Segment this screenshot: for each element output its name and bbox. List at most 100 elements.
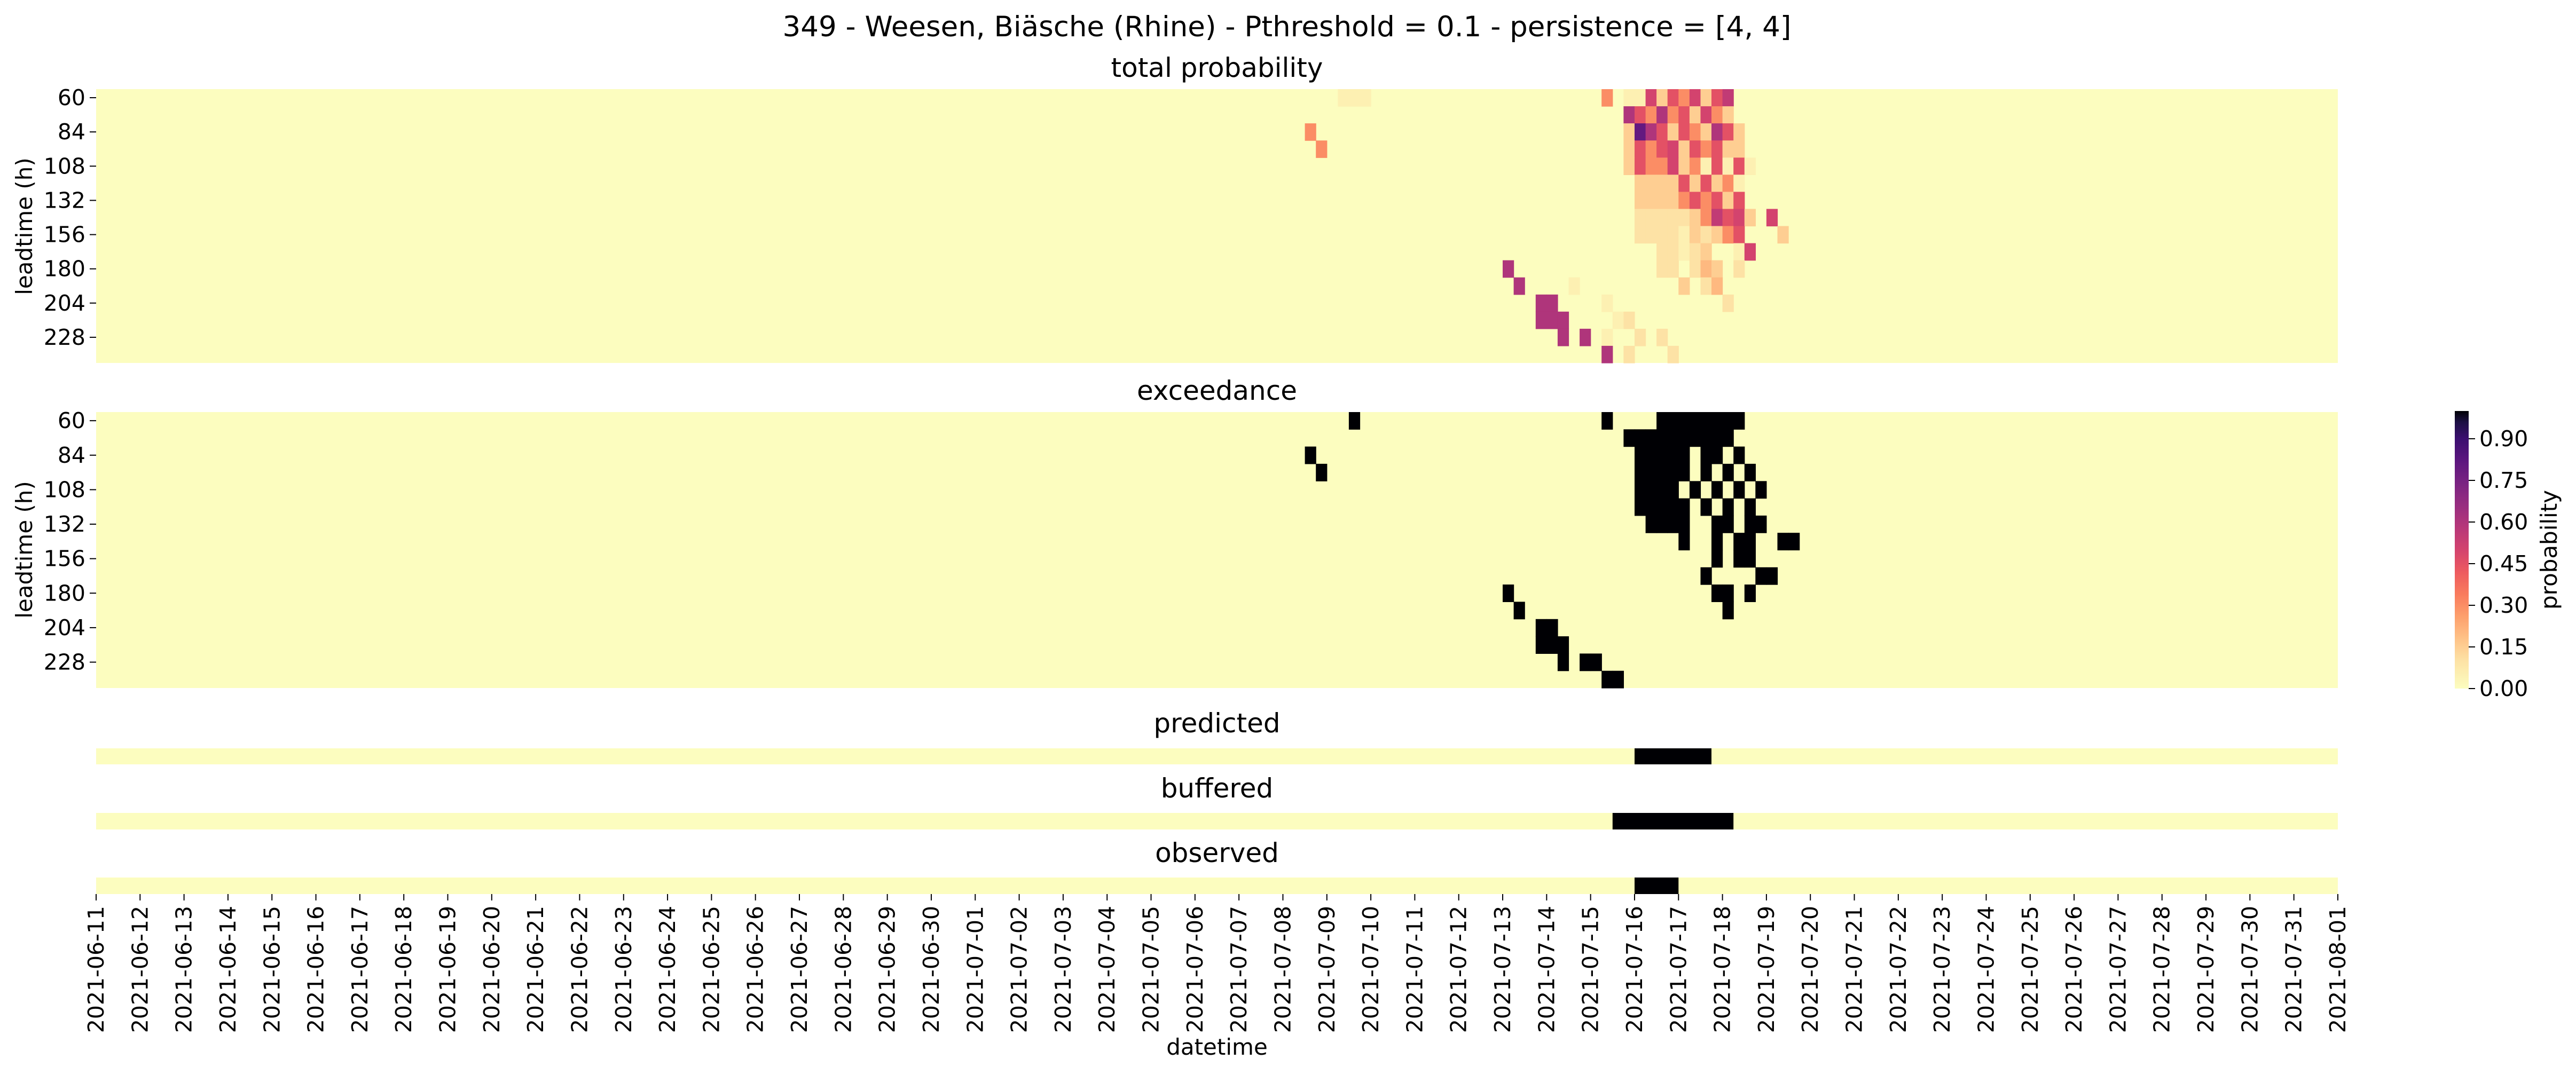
x-tick-label: 2021-07-06 [1182, 906, 1208, 1033]
x-tick-label: 2021-06-28 [830, 906, 856, 1033]
heatmap-cell [1580, 328, 1591, 346]
heatmap-cell [1667, 123, 1679, 141]
heatmap-cell [1645, 192, 1657, 210]
heatmap-cell [1635, 446, 1646, 464]
heatmap-cell [1667, 106, 1679, 124]
heatmap-cell [1777, 226, 1789, 244]
heatmap-cell [1667, 175, 1679, 192]
y-tick-label: 156 [44, 546, 85, 572]
heatmap-cell [1689, 106, 1701, 124]
heatmap-cell [1546, 619, 1558, 637]
heatmap-cell [1700, 89, 1712, 107]
heatmap-cell [1645, 429, 1657, 447]
heatmap-cell [1678, 412, 1690, 430]
observed-strip: observed [96, 837, 2338, 894]
heatmap-cell [1755, 481, 1767, 499]
heatmap-cell [1656, 260, 1668, 278]
x-tick-label: 2021-07-20 [1797, 906, 1823, 1033]
y-tick-label: 204 [44, 290, 85, 316]
x-tick-label: 2021-07-11 [1402, 906, 1427, 1033]
heatmap-cell [1678, 463, 1690, 481]
heatmap-cell [1722, 89, 1734, 107]
heatmap-cell [1678, 89, 1690, 107]
heatmap-cell [1678, 515, 1690, 533]
x-tick-label: 2021-06-29 [875, 906, 900, 1033]
heatmap-cell [1667, 429, 1679, 447]
heatmap-cell [1711, 192, 1723, 210]
heatmap-cell [1700, 567, 1712, 585]
x-tick-label: 2021-07-31 [2281, 906, 2307, 1033]
heatmap-cell [1667, 192, 1679, 210]
predicted-background [96, 748, 2338, 764]
heatmap-cell [1678, 429, 1690, 447]
buffered-strip: buffered [96, 773, 2338, 829]
heatmap-cell [1700, 226, 1712, 244]
heatmap-cell [1635, 123, 1646, 141]
heatmap-cell [1678, 209, 1690, 227]
heatmap-cell [1733, 481, 1745, 499]
heatmap-cell [1667, 209, 1679, 227]
heatmap-cell [1623, 89, 1635, 107]
colorbar-ticks: 0.00 0.15 0.30 0.45 0.60 0.75 0.90 [2469, 426, 2528, 701]
heatmap-cell [1601, 412, 1613, 430]
heatmap-cell [1733, 157, 1745, 175]
heatmap-cell [1700, 106, 1712, 124]
heatmap-cell [1711, 277, 1723, 295]
heatmap-cell [1733, 123, 1745, 141]
heatmap-cell [1711, 140, 1723, 158]
heatmap-cell [1656, 446, 1668, 464]
heatmap-cell [1689, 175, 1701, 192]
exceedance-title: exceedance [1137, 375, 1297, 406]
heatmap-cell [1722, 157, 1734, 175]
x-tick-label: 2021-06-24 [655, 906, 680, 1033]
heatmap-cell [1744, 533, 1756, 551]
x-tick-label: 2021-06-30 [918, 906, 944, 1033]
exceedance-yticks: 60 84 108 132 156 180 204 228 [44, 408, 96, 675]
heatmap-cell [1557, 636, 1569, 654]
x-tick-label: 2021-06-20 [479, 906, 505, 1033]
x-tick-label: 2021-06-19 [435, 906, 461, 1033]
x-tick-label: 2021-07-08 [1270, 906, 1296, 1033]
heatmap-cell [1744, 550, 1756, 568]
heatmap-cell [1667, 515, 1679, 533]
heatmap-cell [1733, 209, 1745, 227]
heatmap-cell [1722, 294, 1734, 312]
predicted-strip: predicted [96, 708, 2338, 764]
x-tick-label: 2021-08-01 [2325, 906, 2351, 1033]
x-tick-label: 2021-07-19 [1754, 906, 1779, 1033]
heatmap-cell [1305, 446, 1316, 464]
observed-background [96, 878, 2338, 894]
x-tick-label: 2021-07-18 [1710, 906, 1735, 1033]
heatmap-cell [1635, 463, 1646, 481]
heatmap-cell [1667, 446, 1679, 464]
x-tick-label: 2021-06-25 [698, 906, 724, 1033]
x-tick-label: 2021-07-15 [1578, 906, 1604, 1033]
heatmap-cell [1645, 209, 1657, 227]
heatmap-cell [1667, 481, 1679, 499]
heatmap-cell [1711, 209, 1723, 227]
heatmap-cell [1689, 429, 1701, 447]
colorbar-label: probability [2536, 490, 2562, 610]
heatmap-cell [1678, 106, 1690, 124]
observed-title: observed [1155, 837, 1279, 868]
heatmap-cell [1656, 463, 1668, 481]
heatmap-cell [1700, 446, 1712, 464]
heatmap-cell [1656, 175, 1668, 192]
buffered-on-segments [1612, 813, 1734, 829]
x-tick-label: 2021-07-28 [2149, 906, 2175, 1033]
heatmap-cell [1635, 106, 1646, 124]
heatmap-cell [1678, 243, 1690, 261]
y-tick-label: 132 [44, 511, 85, 537]
x-tick-label: 2021-06-13 [171, 906, 197, 1033]
colorbar-tick-label: 0.90 [2479, 426, 2528, 452]
heatmap-cell [1601, 294, 1613, 312]
heatmap-cell [1733, 175, 1745, 192]
strip-on-segment [1635, 878, 1679, 894]
heatmap-cell [1722, 175, 1734, 192]
heatmap-cell [1678, 175, 1690, 192]
heatmap-cell [1656, 412, 1668, 430]
heatmap-cell [1635, 498, 1646, 516]
heatmap-cell [1711, 89, 1723, 107]
heatmap-cell [1744, 243, 1756, 261]
heatmap-cell [1656, 89, 1668, 107]
